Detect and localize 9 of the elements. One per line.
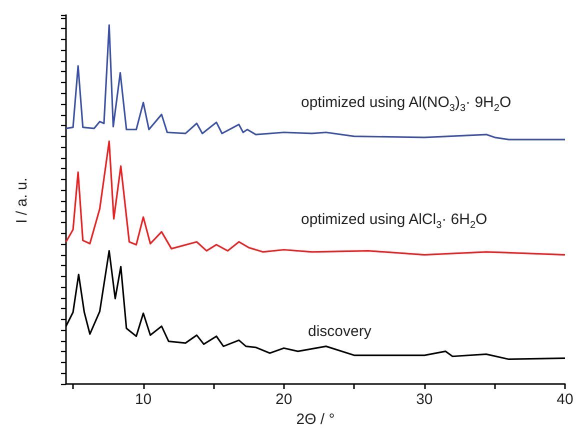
- x-axis-title: 2Θ / °: [296, 411, 335, 428]
- y-axis-title: I / a. u.: [13, 177, 30, 223]
- series-label: discovery: [308, 322, 372, 340]
- x-tick-label: 40: [556, 391, 574, 408]
- x-tick-label: 20: [276, 391, 292, 408]
- series-label: optimized using AlCl$_{3}$· 6H$_{2}$O: [301, 211, 488, 232]
- series-label: optimized using Al(NO$_{3}$)$_{3}$· 9H$_{2}$O: [301, 94, 512, 114]
- x-tick-label: 30: [416, 391, 433, 408]
- x-tick-label: 10: [134, 391, 152, 408]
